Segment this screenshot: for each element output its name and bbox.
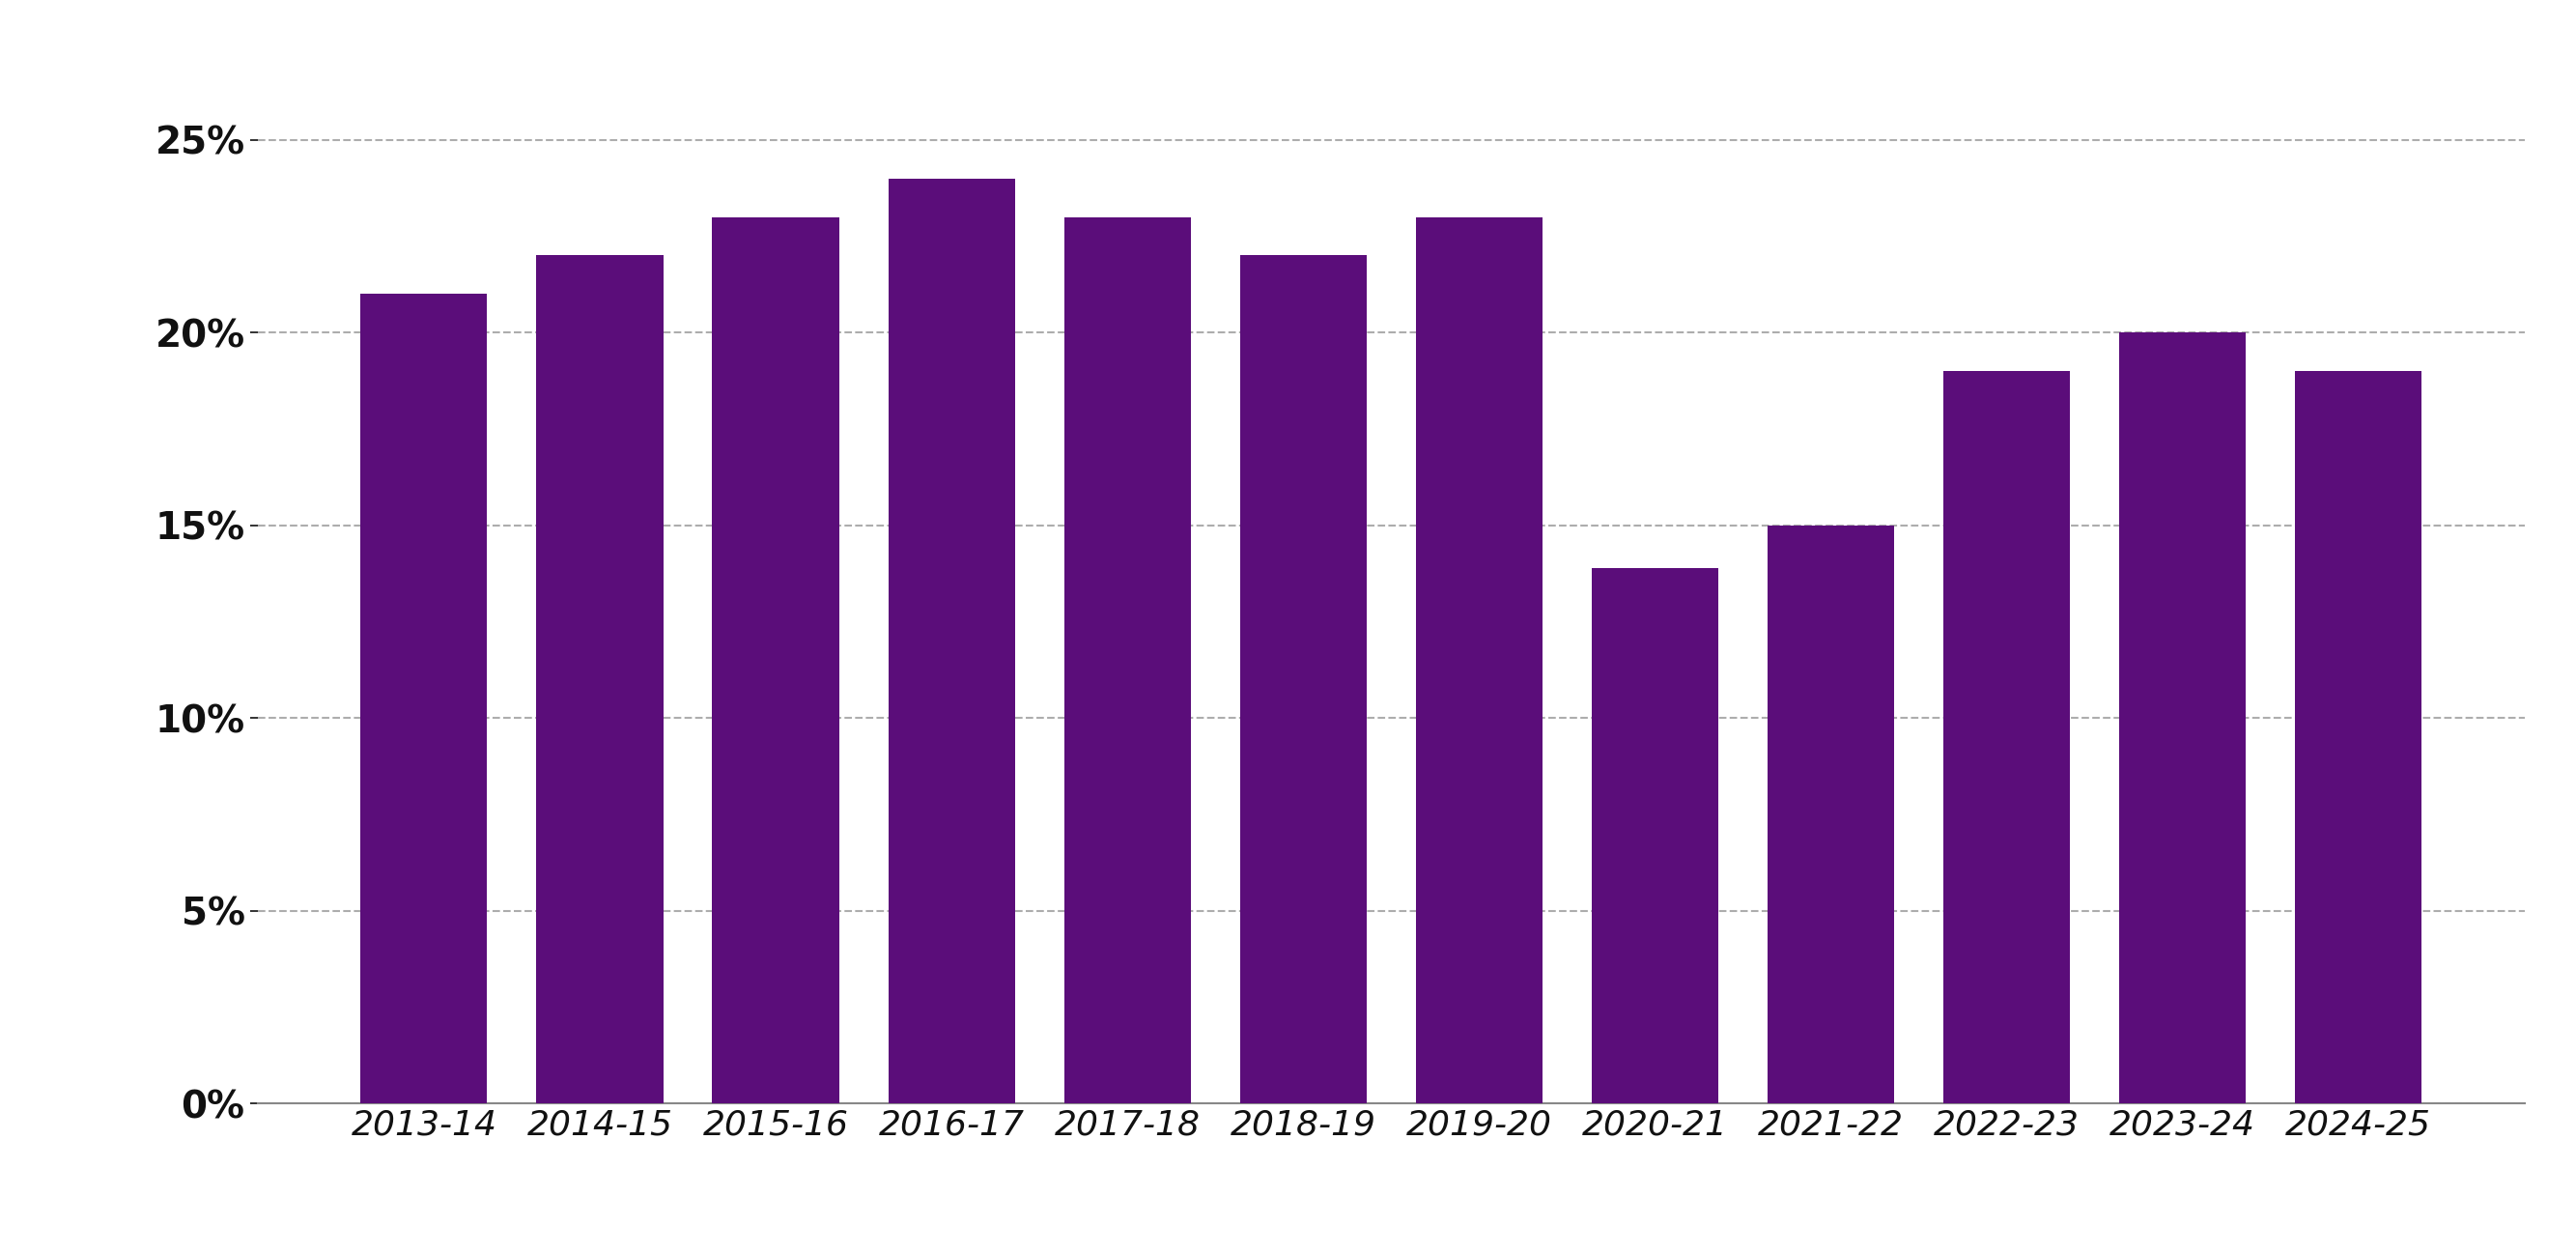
Bar — [1239, 256, 1365, 1104]
Bar — [2295, 371, 2421, 1104]
Bar — [1592, 568, 1718, 1104]
Bar — [361, 293, 487, 1104]
Bar — [1767, 525, 1893, 1104]
Bar — [1942, 371, 2069, 1104]
Bar — [536, 256, 662, 1104]
Bar — [2120, 332, 2246, 1104]
Bar — [889, 178, 1015, 1104]
Bar — [1064, 217, 1190, 1104]
Bar — [1417, 217, 1543, 1104]
Bar — [714, 217, 840, 1104]
